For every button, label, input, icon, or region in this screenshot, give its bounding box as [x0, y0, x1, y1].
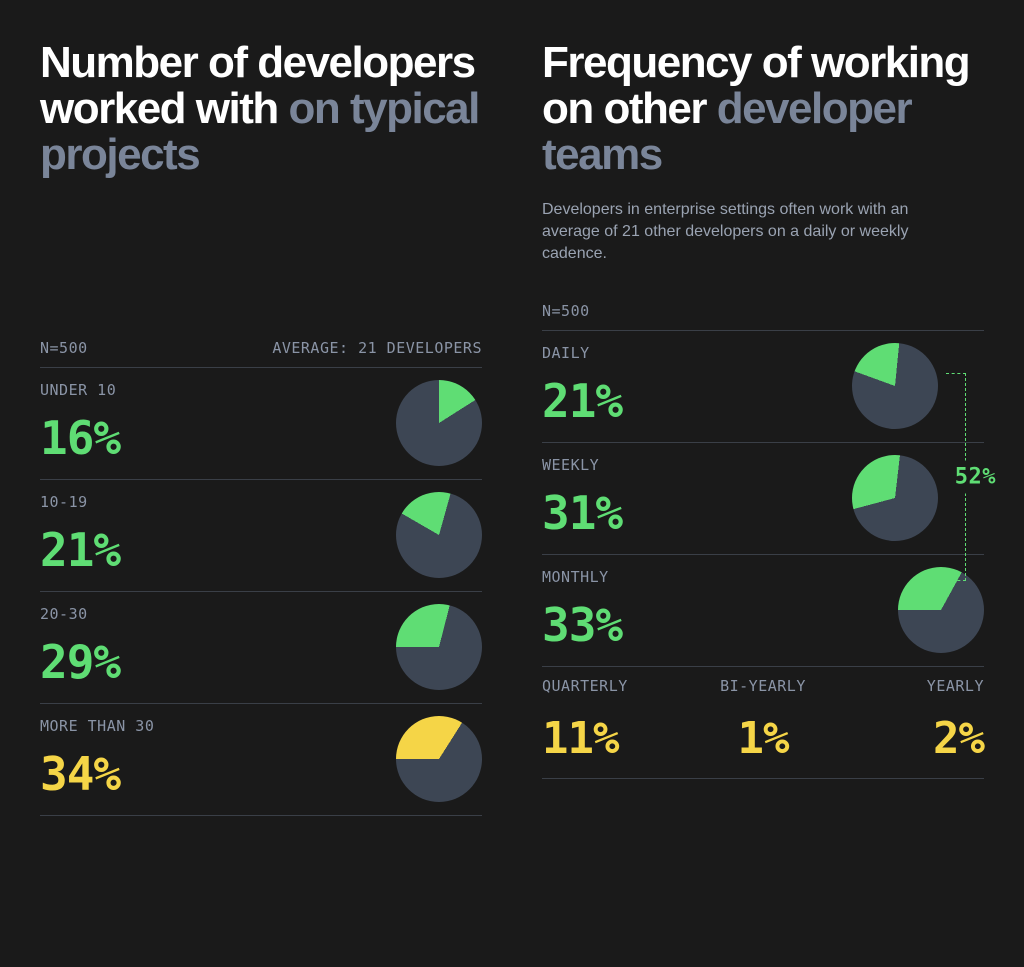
stat-row: MORE THAN 30 34% — [40, 704, 482, 816]
left-meta-row: N=500 AVERAGE: 21 DEVELOPERS — [40, 339, 482, 368]
stat-label: MORE THAN 30 — [40, 717, 396, 735]
stat-label: 10-19 — [40, 493, 396, 511]
triple-cell: YEARLY 2% — [837, 677, 984, 764]
stat-row: UNDER 10 16% — [40, 368, 482, 480]
pie-icon — [852, 343, 938, 429]
stat-label: 20-30 — [40, 605, 396, 623]
triple-cell: QUARTERLY 11% — [542, 677, 689, 764]
pie-icon — [396, 716, 482, 802]
right-meta-n: N=500 — [542, 302, 590, 320]
stat-value: 16% — [40, 411, 396, 465]
stat-label: UNDER 10 — [40, 381, 396, 399]
stat-label: DAILY — [542, 344, 852, 362]
left-stat-rows: UNDER 10 16% 10-19 21% 20-30 29% MORE TH… — [40, 368, 482, 816]
stat-label: WEEKLY — [542, 456, 852, 474]
stat-label: QUARTERLY — [542, 677, 689, 695]
left-column: Number of developers worked with on typi… — [40, 40, 482, 947]
pie-icon — [396, 380, 482, 466]
stat-row: DAILY 21% — [542, 331, 984, 443]
stat-value: 21% — [40, 523, 396, 577]
left-meta-n: N=500 — [40, 339, 88, 357]
stat-value: 34% — [40, 747, 396, 801]
stat-value: 1% — [689, 713, 836, 764]
stat-row: 20-30 29% — [40, 592, 482, 704]
stat-value: 21% — [542, 374, 852, 428]
left-title: Number of developers worked with on typi… — [40, 40, 482, 179]
stat-value: 2% — [837, 713, 984, 764]
triple-cell: BI-YEARLY 1% — [689, 677, 836, 764]
stat-row: WEEKLY 31% — [542, 443, 984, 555]
right-body: DAILY 21% WEEKLY 31% 52% — [542, 331, 984, 555]
stat-row: 10-19 21% — [40, 480, 482, 592]
pie-icon — [852, 455, 938, 541]
right-bottom-row: QUARTERLY 11% BI-YEARLY 1% YEARLY 2% — [542, 667, 984, 779]
pie-icon — [396, 492, 482, 578]
stat-label: YEARLY — [837, 677, 984, 695]
right-description: Developers in enterprise settings often … — [542, 199, 962, 266]
right-top-rows: DAILY 21% WEEKLY 31% — [542, 331, 984, 555]
right-meta-row: N=500 — [542, 302, 984, 331]
right-column: Frequency of working on other developer … — [542, 40, 984, 947]
stat-value: 33% — [542, 598, 898, 652]
pie-icon — [396, 604, 482, 690]
pie-icon — [898, 567, 984, 653]
stat-value: 29% — [40, 635, 396, 689]
stat-label: BI-YEARLY — [689, 677, 836, 695]
stat-row: MONTHLY 33% — [542, 555, 984, 667]
stat-value: 11% — [542, 713, 689, 764]
left-meta-avg: AVERAGE: 21 DEVELOPERS — [272, 339, 482, 357]
stat-label: MONTHLY — [542, 568, 898, 586]
stat-value: 31% — [542, 486, 852, 540]
right-monthly-row: MONTHLY 33% — [542, 555, 984, 667]
right-title: Frequency of working on other developer … — [542, 40, 984, 179]
